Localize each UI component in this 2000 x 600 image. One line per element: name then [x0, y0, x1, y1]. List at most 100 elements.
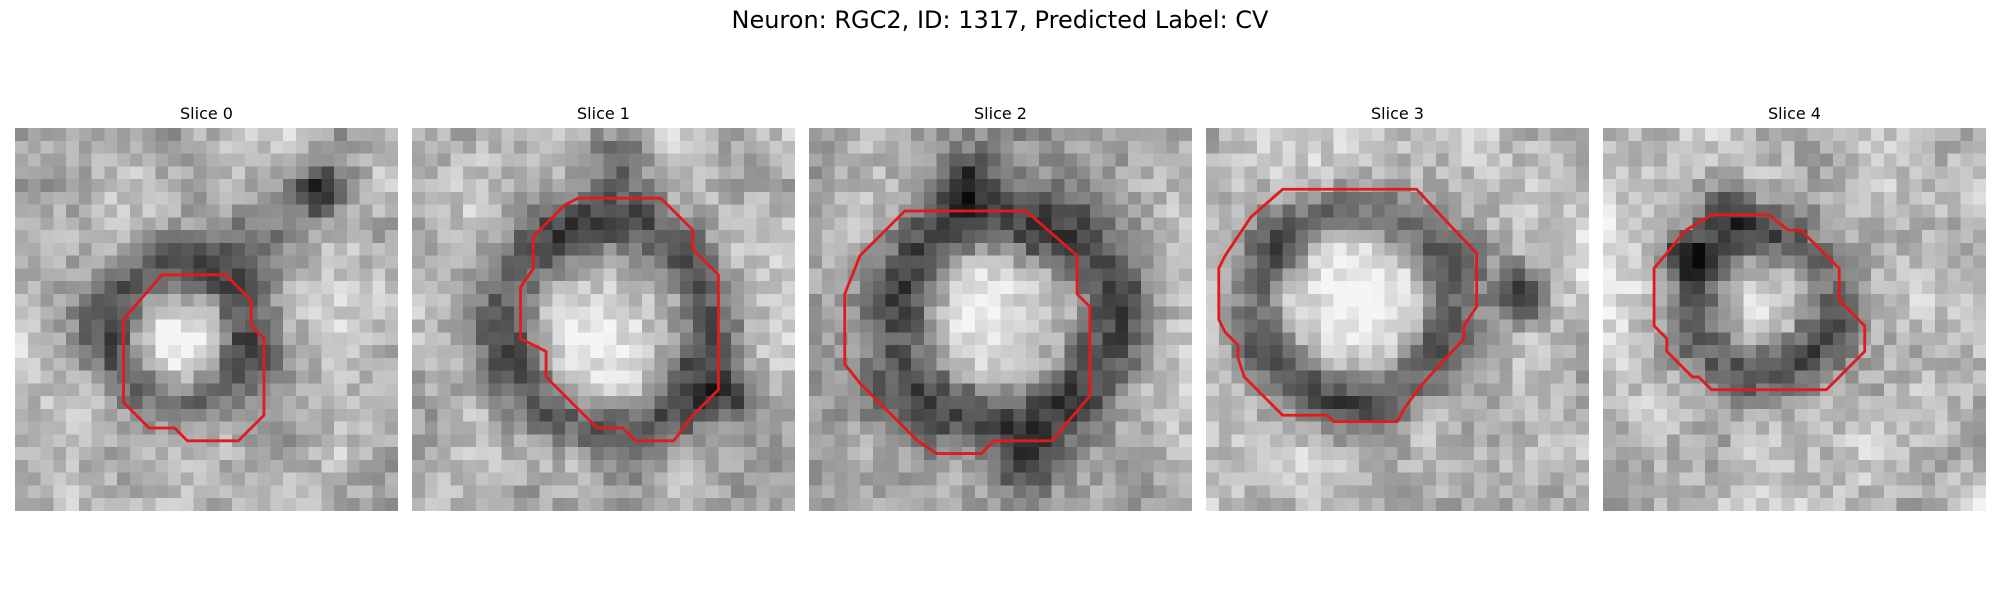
pixel	[577, 268, 591, 282]
pixel	[911, 230, 925, 244]
pixel	[232, 498, 246, 511]
pixel	[1218, 472, 1232, 486]
pixel	[270, 459, 284, 473]
pixel	[821, 345, 835, 359]
pixel	[142, 408, 156, 422]
pixel	[769, 255, 783, 269]
pixel	[936, 293, 950, 307]
pixel	[1499, 332, 1513, 346]
pixel	[270, 383, 284, 397]
pixel	[1384, 447, 1398, 461]
pixel	[1858, 485, 1872, 499]
pixel	[463, 345, 477, 359]
pixel	[206, 447, 220, 461]
pixel	[1244, 255, 1258, 269]
pixel	[1218, 268, 1232, 282]
pixel	[1883, 459, 1897, 473]
pixel	[104, 204, 118, 218]
pixel	[1128, 396, 1142, 410]
pixel	[680, 434, 694, 448]
pixel	[1603, 268, 1617, 282]
pixel	[1871, 268, 1885, 282]
pixel	[860, 408, 874, 422]
pixel	[346, 281, 360, 295]
pixel	[180, 421, 194, 435]
pixel	[463, 459, 477, 473]
pixel	[769, 383, 783, 397]
pixel	[1832, 421, 1846, 435]
pixel	[1947, 383, 1961, 397]
pixel	[372, 332, 386, 346]
pixel	[308, 408, 322, 422]
pixel	[27, 191, 41, 205]
pixel	[1346, 370, 1360, 384]
pixel	[1909, 153, 1923, 167]
pixel	[1973, 242, 1986, 256]
pixel	[1089, 332, 1103, 346]
pixel	[1128, 191, 1142, 205]
pixel	[1576, 485, 1589, 499]
pixel	[142, 357, 156, 371]
pixel	[168, 319, 182, 333]
pixel	[1115, 179, 1129, 193]
pixel	[1692, 230, 1706, 244]
pixel	[898, 191, 912, 205]
pixel	[769, 179, 783, 193]
pixel	[488, 332, 502, 346]
pixel	[295, 421, 309, 435]
pixel	[40, 383, 54, 397]
pixel	[1026, 383, 1040, 397]
pixel	[1384, 128, 1398, 142]
pixel	[1743, 281, 1757, 295]
pixel	[974, 281, 988, 295]
pixel	[180, 306, 194, 320]
pixel	[949, 281, 963, 295]
pixel	[847, 345, 861, 359]
pixel	[1115, 459, 1129, 473]
pixel	[155, 485, 169, 499]
pixel	[872, 345, 886, 359]
pixel	[718, 447, 732, 461]
pixel	[692, 459, 706, 473]
pixel	[923, 434, 937, 448]
pixel	[654, 370, 668, 384]
pixel	[1794, 472, 1808, 486]
pixel	[1166, 396, 1180, 410]
pixel	[603, 268, 617, 282]
pixel	[1934, 396, 1948, 410]
pixel	[1743, 268, 1757, 282]
pixel	[1883, 166, 1897, 180]
pixel	[232, 370, 246, 384]
pixel	[1820, 281, 1834, 295]
pixel	[66, 217, 80, 231]
pixel	[40, 306, 54, 320]
pixel	[206, 459, 220, 473]
pixel	[1089, 383, 1103, 397]
pixel	[1474, 140, 1488, 154]
pixel	[1140, 396, 1154, 410]
pixel	[1333, 345, 1347, 359]
pixel	[1909, 421, 1923, 435]
pixel	[295, 319, 309, 333]
pixel	[898, 230, 912, 244]
pixel	[424, 306, 438, 320]
pixel	[1486, 434, 1500, 448]
pixel	[1947, 332, 1961, 346]
pixel	[1922, 459, 1936, 473]
pixel	[821, 332, 835, 346]
pixel	[40, 319, 54, 333]
pixel	[1140, 204, 1154, 218]
pixel	[1973, 370, 1986, 384]
pixel	[219, 281, 233, 295]
pixel	[1128, 268, 1142, 282]
pixel	[590, 498, 604, 511]
pixel	[53, 140, 67, 154]
pixel	[1218, 153, 1232, 167]
pixel	[488, 498, 502, 511]
pixel	[168, 140, 182, 154]
pixel	[577, 140, 591, 154]
pixel	[450, 472, 464, 486]
pixel	[1410, 128, 1424, 142]
pixel	[155, 204, 169, 218]
pixel	[1794, 396, 1808, 410]
